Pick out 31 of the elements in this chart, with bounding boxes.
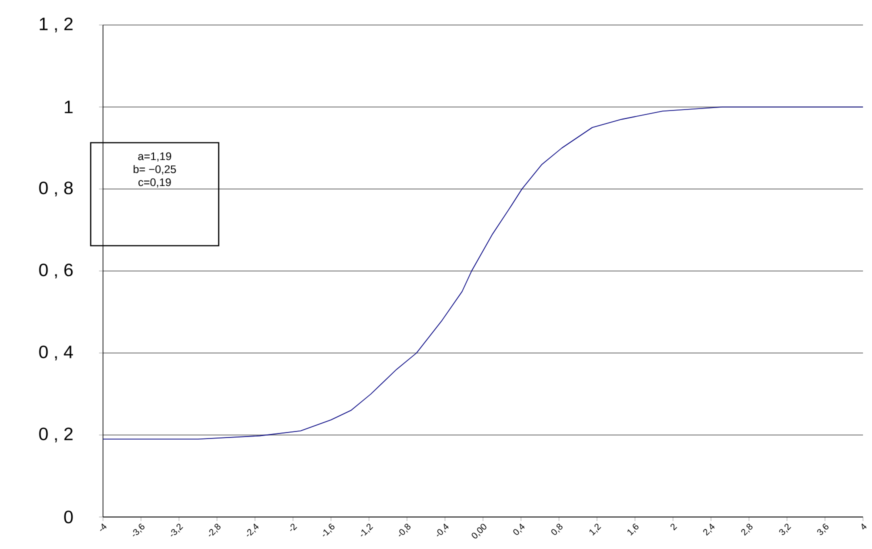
x-tick-label: 3,6 [817, 524, 828, 536]
x-tick-label: 2,4 [703, 524, 715, 536]
x-tick-label: -1,2 [360, 524, 374, 536]
y-tick-label: 0 [64, 510, 73, 524]
x-tick-label: -0,8 [398, 524, 411, 536]
x-tick-label: -4 [100, 524, 107, 531]
x-tick-label: 2 [670, 524, 678, 530]
x-tick-label: -2,4 [246, 524, 259, 536]
x-tick-label: -1,6 [322, 524, 334, 536]
y-tick-label: 1 , 2 [40, 18, 73, 32]
x-tick-label: 2,8 [741, 524, 753, 536]
x-tick-label: -3,2 [170, 524, 184, 536]
annotation: b= −0,25 [134, 165, 176, 174]
x-tick-label: 4 [862, 524, 867, 530]
x-tick-label: 3,2 [779, 524, 792, 536]
y-tick-label: 0 , 6 [39, 264, 73, 278]
annotation: c=0,19 [138, 178, 171, 188]
annotation: a=1,19 [138, 152, 172, 162]
x-tick-label: -2,8 [208, 524, 220, 536]
x-tick-label: 1,6 [628, 524, 638, 536]
x-tick-label: -3,6 [132, 524, 144, 536]
y-tick-label: 0 , 8 [39, 182, 73, 196]
y-tick-label: 0 , 2 [39, 428, 73, 442]
x-tick-label: 0,00 [472, 524, 486, 538]
x-tick-label: 0,4 [513, 524, 525, 535]
x-tick-label: -2 [290, 524, 298, 532]
x-tick-label: -0,4 [436, 524, 449, 536]
y-tick-label: 1 [64, 100, 73, 114]
y-tick-label: 0 , 4 [39, 346, 73, 360]
x-tick-label: 1,2 [590, 524, 602, 536]
x-tick-label: 0,8 [551, 524, 563, 535]
